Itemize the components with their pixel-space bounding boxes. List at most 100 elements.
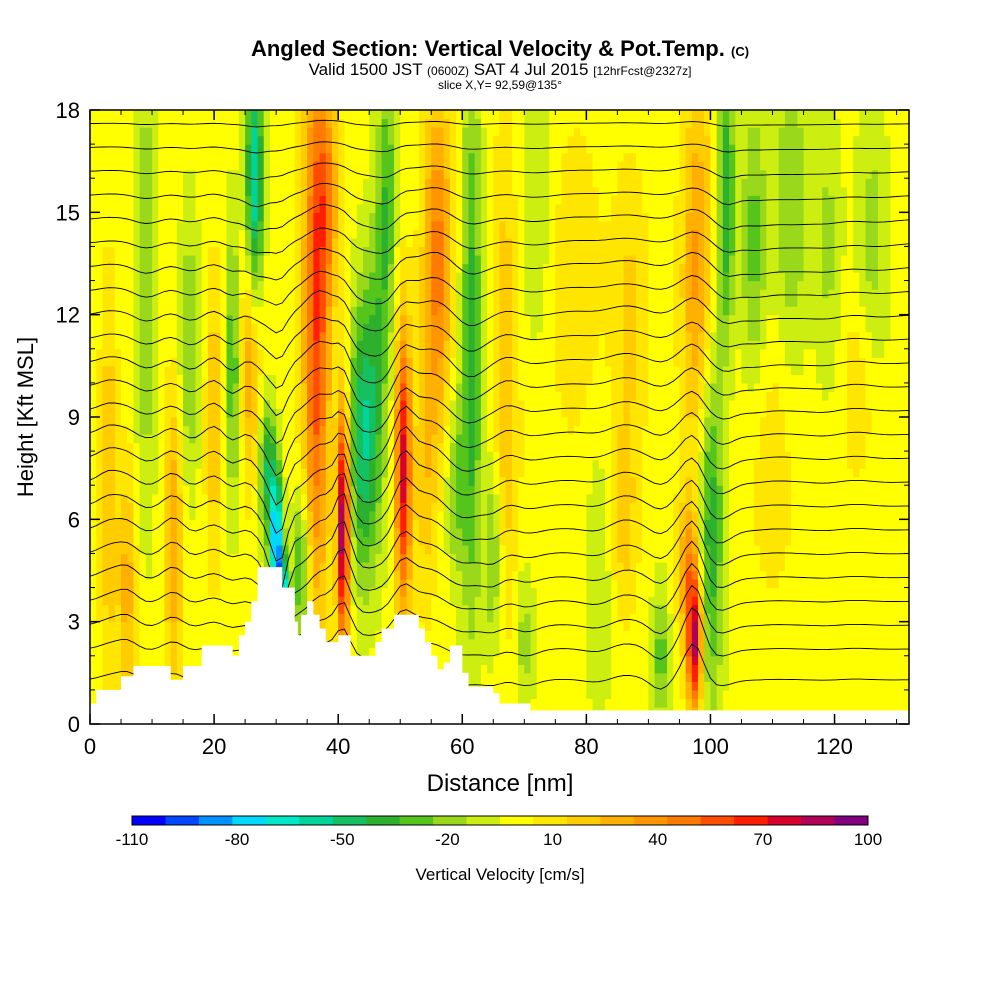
velocity-cell bbox=[815, 689, 823, 700]
velocity-cell bbox=[437, 604, 445, 614]
velocity-cell bbox=[449, 519, 457, 529]
velocity-cell bbox=[573, 681, 581, 691]
velocity-cell bbox=[189, 655, 197, 665]
velocity-cell bbox=[232, 459, 240, 469]
velocity-cell bbox=[555, 425, 563, 435]
velocity-cell bbox=[542, 417, 550, 427]
velocity-cell bbox=[722, 434, 730, 444]
velocity-cell bbox=[133, 647, 141, 657]
velocity-cell bbox=[152, 536, 159, 546]
velocity-cell bbox=[834, 664, 842, 674]
velocity-cell bbox=[685, 647, 693, 657]
velocity-cell bbox=[493, 655, 501, 665]
velocity-cell bbox=[437, 493, 445, 503]
velocity-cell bbox=[288, 468, 296, 478]
velocity-cell bbox=[667, 604, 674, 614]
velocity-cell bbox=[598, 579, 606, 589]
velocity-cell bbox=[493, 451, 501, 461]
velocity-cell bbox=[685, 425, 693, 435]
velocity-cell bbox=[828, 536, 836, 546]
velocity-cell bbox=[425, 579, 432, 589]
velocity-cell bbox=[778, 647, 786, 657]
velocity-cell bbox=[884, 647, 891, 657]
velocity-cell bbox=[871, 570, 879, 580]
velocity-cell bbox=[828, 459, 836, 469]
velocity-cell bbox=[474, 655, 482, 665]
velocity-cell bbox=[871, 587, 879, 597]
velocity-cell bbox=[729, 672, 736, 682]
velocity-cell bbox=[840, 613, 848, 623]
velocity-cell bbox=[307, 527, 314, 537]
velocity-cell bbox=[518, 476, 525, 486]
velocity-cell bbox=[530, 519, 538, 529]
velocity-cell bbox=[877, 698, 885, 708]
velocity-cell bbox=[772, 579, 780, 589]
velocity-cell bbox=[530, 442, 538, 452]
velocity-cell bbox=[766, 544, 774, 555]
velocity-cell bbox=[462, 510, 470, 520]
velocity-cell bbox=[877, 570, 885, 580]
velocity-cell bbox=[201, 587, 209, 597]
velocity-cell bbox=[425, 493, 432, 503]
velocity-cell bbox=[530, 451, 538, 461]
velocity-cell bbox=[437, 536, 445, 546]
velocity-cell bbox=[573, 672, 581, 682]
velocity-cell bbox=[226, 476, 234, 486]
velocity-cell bbox=[735, 672, 743, 682]
velocity-cell bbox=[853, 579, 860, 589]
velocity-cell bbox=[846, 604, 854, 614]
velocity-cell bbox=[871, 510, 879, 520]
velocity-cell bbox=[716, 664, 724, 674]
velocity-cell bbox=[189, 553, 197, 563]
velocity-cell bbox=[232, 638, 240, 648]
velocity-cell bbox=[592, 408, 600, 418]
velocity-cell bbox=[96, 655, 103, 665]
velocity-cell bbox=[511, 664, 519, 674]
velocity-cell bbox=[741, 451, 749, 461]
velocity-cell bbox=[145, 519, 153, 529]
velocity-cell bbox=[394, 519, 401, 529]
velocity-cell bbox=[313, 604, 321, 614]
velocity-cell bbox=[387, 613, 395, 623]
velocity-cell bbox=[853, 604, 860, 614]
velocity-cell bbox=[580, 434, 587, 444]
velocity-cell bbox=[524, 561, 532, 572]
velocity-cell bbox=[406, 417, 414, 427]
velocity-cell bbox=[238, 476, 246, 486]
velocity-cell bbox=[623, 451, 631, 461]
valid-utc: (0600Z) bbox=[427, 64, 470, 78]
velocity-cell bbox=[636, 604, 643, 614]
velocity-cell bbox=[555, 672, 563, 682]
chart-title-main: Angled Section: Vertical Velocity & Pot.… bbox=[250, 36, 725, 61]
velocity-cell bbox=[238, 408, 246, 418]
velocity-cell bbox=[412, 596, 420, 606]
velocity-cell bbox=[282, 434, 290, 444]
velocity-cell bbox=[400, 587, 408, 597]
velocity-cell bbox=[300, 493, 308, 503]
velocity-cell bbox=[741, 459, 749, 469]
velocity-cell bbox=[549, 638, 556, 648]
velocity-cell bbox=[164, 399, 172, 410]
velocity-cell bbox=[648, 647, 656, 657]
velocity-cell bbox=[747, 536, 755, 546]
velocity-cell bbox=[313, 451, 321, 461]
velocity-cell bbox=[691, 613, 699, 623]
velocity-cell bbox=[896, 647, 904, 657]
velocity-cell bbox=[369, 468, 376, 478]
velocity-cell bbox=[679, 672, 687, 682]
velocity-cell bbox=[760, 510, 767, 520]
velocity-cell bbox=[207, 536, 215, 546]
velocity-cell bbox=[704, 476, 712, 486]
velocity-cell bbox=[815, 536, 823, 546]
velocity-cell bbox=[425, 476, 432, 486]
velocity-cell bbox=[474, 630, 482, 640]
velocity-cell bbox=[722, 544, 730, 555]
velocity-cell bbox=[896, 502, 904, 512]
velocity-cell bbox=[214, 596, 221, 606]
velocity-cell bbox=[766, 485, 774, 495]
velocity-cell bbox=[176, 468, 184, 478]
velocity-cell bbox=[654, 587, 662, 597]
chart-subtitle: Valid 1500 JST (0600Z) SAT 4 Jul 2015 [1… bbox=[0, 61, 1000, 80]
velocity-cell bbox=[673, 664, 681, 674]
velocity-cell bbox=[406, 468, 414, 478]
